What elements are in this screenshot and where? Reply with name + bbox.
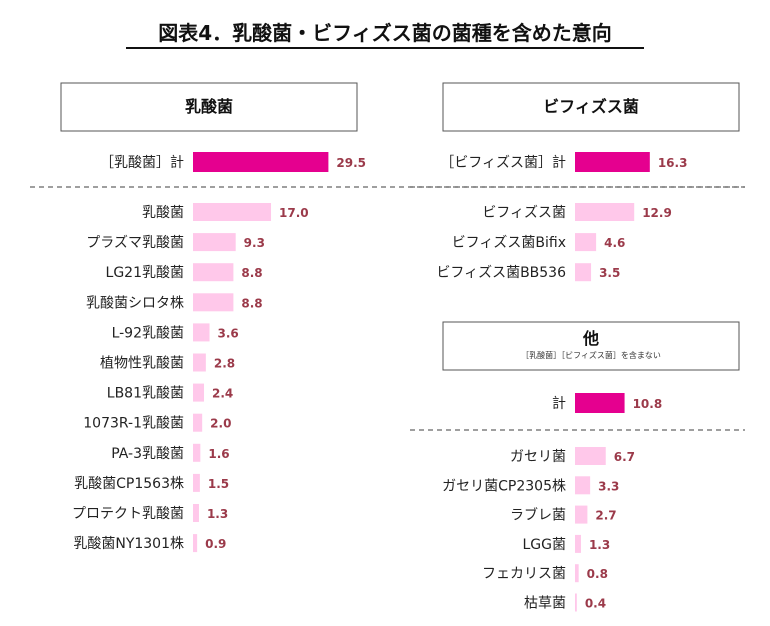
total-value-other: 10.8 [633, 397, 663, 411]
total-value-lactic: 29.5 [336, 156, 366, 170]
bar-lactic [193, 233, 236, 252]
bar-bifido [575, 203, 635, 221]
category-label: 乳酸菌シロタ株 [86, 295, 184, 311]
chart-title: 図表4．乳酸菌・ビフィズス菌の菌種を含めた意向 [158, 21, 612, 45]
category-label: 乳酸菌NY1301株 [73, 536, 184, 552]
value-label: 17.0 [279, 206, 309, 220]
bar-lactic [193, 323, 210, 342]
category-label: 植物性乳酸菌 [100, 356, 184, 372]
value-label: 2.7 [595, 509, 616, 523]
bar-lactic [193, 534, 198, 553]
bar-other [575, 564, 579, 583]
total-label-other: 計 [552, 396, 566, 412]
chart-panels: 乳酸菌 ［乳酸菌］計 29.5 乳酸菌 17.0 プラズマ乳酸菌 9.3 LG21乳酸菌 8.8… [30, 82, 745, 612]
total-label-bifido: ［ビフィズス菌］計 [440, 155, 566, 171]
value-label: 3.3 [598, 479, 619, 493]
total-label-lactic: ［乳酸菌］計 [100, 155, 184, 171]
category-label: ガセリ菌CP2305株 [442, 478, 566, 494]
bar-other [575, 534, 581, 553]
value-label: 3.6 [218, 326, 239, 340]
category-label: PA-3乳酸菌 [111, 446, 184, 462]
value-label: 1.3 [207, 507, 228, 521]
bar-other [575, 447, 606, 465]
category-label: LG21乳酸菌 [106, 265, 184, 281]
category-label: LGG菌 [523, 537, 567, 553]
bar-other [575, 505, 588, 524]
category-label: プラズマ乳酸菌 [86, 235, 184, 251]
value-label: 0.9 [205, 537, 226, 551]
category-label: L-92乳酸菌 [112, 325, 184, 341]
category-label: 1073R-1乳酸菌 [83, 416, 184, 432]
value-label: 0.4 [585, 597, 606, 611]
category-label: ビフィズス菌BB536 [436, 265, 566, 281]
panel-box-lactic [60, 82, 358, 132]
bar-lactic [193, 293, 234, 312]
panel-title-bifido: ビフィズス菌 [543, 97, 639, 116]
value-label: 8.8 [241, 296, 262, 310]
category-label: プロテクト乳酸菌 [72, 506, 184, 522]
panel-note-other: ［乳酸菌］［ビフィズス菌］を含まない [521, 350, 661, 360]
total-bar-lactic [193, 152, 329, 172]
value-label: 2.0 [210, 417, 231, 431]
panel-box-other [442, 321, 740, 371]
bar-bifido [575, 233, 597, 252]
value-label: 1.5 [208, 477, 229, 491]
bar-lactic [193, 473, 200, 492]
category-label: ガセリ菌 [510, 449, 566, 465]
value-label: 0.8 [587, 567, 608, 581]
total-bar-bifido [575, 152, 650, 172]
value-label: 12.9 [642, 206, 672, 220]
bar-other [575, 476, 591, 495]
bar-lactic [193, 413, 203, 432]
value-label: 2.4 [212, 387, 233, 401]
panel-box-bifido [442, 82, 740, 132]
bar-lactic [193, 353, 206, 372]
category-label: ラブレ菌 [510, 507, 566, 524]
category-label: ビフィズス菌Bifix [452, 235, 566, 251]
value-label: 9.3 [244, 236, 265, 250]
category-label: 乳酸菌CP1563株 [74, 476, 184, 492]
value-label: 1.3 [589, 538, 610, 552]
value-label: 6.7 [614, 450, 635, 464]
bar-lactic [193, 383, 205, 402]
category-label: LB81乳酸菌 [107, 386, 184, 402]
value-label: 4.6 [604, 236, 625, 250]
category-label: ビフィズス菌 [482, 205, 566, 221]
total-value-bifido: 16.3 [658, 156, 688, 170]
bar-bifido [575, 263, 592, 282]
bar-other [575, 593, 577, 612]
value-label: 2.8 [214, 357, 235, 371]
value-label: 8.8 [241, 266, 262, 280]
category-label: 枯草菌 [524, 596, 566, 612]
bar-lactic [193, 263, 234, 282]
panel-title-other: 他 [582, 329, 599, 348]
bar-lactic [193, 443, 201, 462]
bar-lactic [193, 203, 272, 221]
bar-lactic [193, 504, 199, 522]
category-label: 乳酸菌 [142, 205, 184, 221]
category-label: フェカリス菌 [482, 566, 566, 582]
panel-title-lactic: 乳酸菌 [185, 97, 233, 116]
value-label: 1.6 [208, 447, 229, 461]
total-bar-other [575, 393, 625, 413]
value-label: 3.5 [599, 266, 620, 280]
